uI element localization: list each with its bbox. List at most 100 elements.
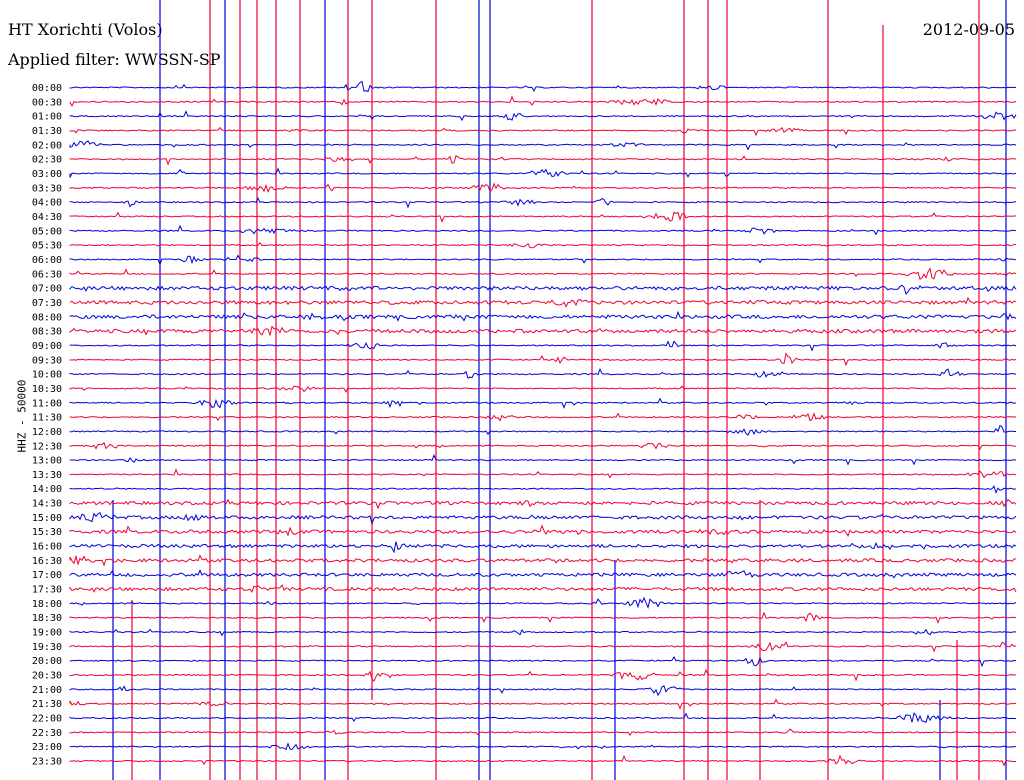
seismic-trace — [69, 424, 1016, 436]
seismic-trace — [69, 498, 1017, 510]
record-date: 2012-09-05 — [922, 20, 1015, 39]
seismic-trace — [69, 728, 1017, 737]
time-label: 04:00 — [32, 198, 62, 209]
time-label: 03:30 — [32, 183, 62, 194]
seismic-trace — [69, 224, 1017, 236]
seismic-trace — [69, 698, 1017, 710]
time-label: 08:00 — [32, 312, 62, 323]
time-label: 10:30 — [32, 384, 62, 395]
time-label: 12:00 — [32, 427, 62, 438]
seismic-trace — [69, 296, 1017, 308]
seismic-trace — [69, 441, 1016, 450]
seismic-trace — [69, 655, 1017, 668]
time-label-layer: 00:00 00:30 01:00 01:30 02:00 02:30 03:00 03:30… — [32, 83, 62, 768]
seismic-trace — [69, 211, 1016, 223]
time-label: 01:00 — [32, 112, 62, 123]
seismic-trace — [69, 569, 1017, 579]
seismic-trace — [69, 197, 1017, 209]
seismic-trace — [69, 340, 1017, 352]
seismic-trace — [69, 454, 1017, 466]
trace-layer — [69, 80, 1017, 767]
seismic-trace — [69, 485, 1017, 495]
seismic-trace — [69, 397, 1017, 409]
seismic-trace — [69, 685, 1017, 697]
time-label: 04:30 — [32, 212, 62, 223]
time-label: 21:30 — [32, 699, 62, 710]
seismic-trace — [69, 385, 1017, 393]
station-title: HT Xorichti (Volos) — [8, 20, 163, 39]
time-label: 09:00 — [32, 341, 62, 352]
time-label: 22:30 — [32, 728, 62, 739]
filter-label: Applied filter: WWSSN-SP — [8, 50, 221, 69]
seismic-trace — [69, 541, 1017, 554]
time-label: 09:30 — [32, 355, 62, 366]
seismic-trace — [69, 367, 1017, 379]
seismic-trace — [69, 554, 1017, 567]
time-label: 01:30 — [32, 126, 62, 137]
time-label: 14:30 — [32, 499, 62, 510]
time-label: 15:00 — [32, 513, 62, 524]
time-label: 20:00 — [32, 656, 62, 667]
seismic-trace — [69, 352, 1017, 367]
seismic-trace — [69, 754, 1017, 767]
seismic-trace — [69, 154, 1017, 166]
time-label: 18:30 — [32, 613, 62, 624]
seismic-trace — [69, 468, 1017, 479]
time-label: 06:30 — [32, 269, 62, 280]
time-label: 02:00 — [32, 140, 62, 151]
seismic-trace — [69, 140, 1017, 151]
time-label: 03:00 — [32, 169, 62, 180]
seismic-trace — [69, 583, 1017, 593]
time-label: 23:30 — [32, 757, 62, 768]
seismic-trace — [69, 511, 1017, 526]
seismic-trace — [69, 668, 1017, 682]
seismic-trace — [69, 742, 1017, 751]
time-label: 18:00 — [32, 599, 62, 610]
time-label: 00:30 — [32, 97, 62, 108]
time-label: 07:30 — [32, 298, 62, 309]
seismic-trace — [69, 95, 1017, 107]
time-label: 06:00 — [32, 255, 62, 266]
seismic-trace — [69, 167, 1017, 178]
time-label: 17:30 — [32, 585, 62, 596]
time-label: 19:30 — [32, 642, 62, 653]
time-label: 11:00 — [32, 398, 62, 409]
time-label: 22:00 — [32, 714, 62, 725]
time-label: 16:00 — [32, 542, 62, 553]
time-label: 07:00 — [32, 284, 62, 295]
seismic-trace — [69, 110, 1017, 122]
seismic-trace — [69, 596, 1017, 609]
time-label: 10:00 — [32, 370, 62, 381]
time-label: 12:30 — [32, 441, 62, 452]
time-label: 23:00 — [32, 742, 62, 753]
time-label: 08:30 — [32, 327, 62, 338]
time-label: 16:30 — [32, 556, 62, 567]
time-label: 02:30 — [32, 155, 62, 166]
seismic-trace — [69, 310, 1017, 322]
seismic-trace — [69, 611, 1017, 624]
seismic-trace — [69, 325, 1017, 337]
seismic-trace — [69, 524, 1017, 538]
time-label: 11:30 — [32, 413, 62, 424]
time-label: 05:00 — [32, 226, 62, 237]
seismic-trace — [69, 641, 1017, 653]
time-label: 14:00 — [32, 484, 62, 495]
time-label: 20:30 — [32, 671, 62, 682]
time-label: 15:30 — [32, 527, 62, 538]
seismic-trace — [69, 254, 1017, 266]
time-label: 00:00 — [32, 83, 62, 94]
seismic-trace — [69, 242, 1017, 249]
seismic-trace — [69, 712, 1017, 723]
seismic-trace — [69, 628, 1017, 637]
seismic-trace — [69, 284, 1017, 295]
seismic-trace — [69, 126, 1017, 137]
time-label: 13:00 — [32, 456, 62, 467]
seismic-trace — [69, 412, 1017, 422]
time-label: 13:30 — [32, 470, 62, 481]
time-label: 17:00 — [32, 570, 62, 581]
time-label: 05:30 — [32, 241, 62, 252]
spike-layer — [112, 0, 1007, 780]
time-label: 21:00 — [32, 685, 62, 696]
seismic-trace — [69, 80, 1017, 93]
